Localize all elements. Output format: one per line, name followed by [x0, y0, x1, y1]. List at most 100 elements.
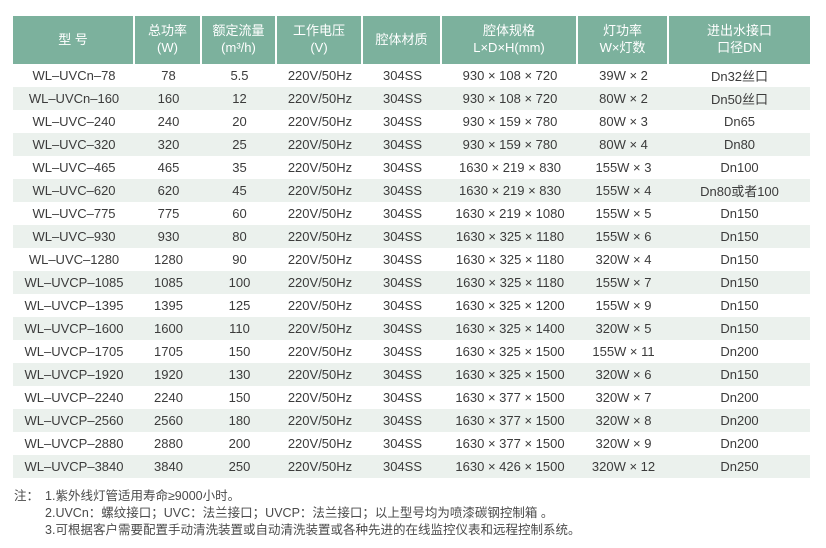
cell-material: 304SS [363, 294, 442, 317]
cell-lamp-power: 320W × 7 [578, 386, 669, 409]
cell-material: 304SS [363, 87, 442, 110]
cell-material: 304SS [363, 455, 442, 478]
cell-rated-flow: 35 [202, 156, 277, 179]
header-dn-size: 进出水接口 口径DN [669, 16, 810, 64]
cell-model: WL–UVCn–78 [13, 64, 135, 87]
header-dn-size-sub: 口径DN [717, 40, 762, 55]
cell-cavity-spec: 1630 × 219 × 830 [442, 179, 578, 202]
header-model-title: 型 号 [58, 31, 88, 47]
cell-total-power: 1395 [135, 294, 202, 317]
cell-lamp-power: 320W × 8 [578, 409, 669, 432]
cell-dn-size: Dn150 [669, 363, 810, 386]
cell-cavity-spec: 1630 × 377 × 1500 [442, 386, 578, 409]
table-row: WL–UVC–465 465 35 220V/50Hz 304SS 1630 × 219 … [13, 156, 810, 179]
cell-model: WL–UVCP–1920 [13, 363, 135, 386]
cell-material: 304SS [363, 317, 442, 340]
header-model: 型 号 [13, 16, 135, 64]
cell-rated-flow: 200 [202, 432, 277, 455]
cell-material: 304SS [363, 432, 442, 455]
cell-model: WL–UVCP–1395 [13, 294, 135, 317]
cell-cavity-spec: 1630 × 325 × 1500 [442, 363, 578, 386]
cell-lamp-power: 155W × 4 [578, 179, 669, 202]
cell-rated-flow: 250 [202, 455, 277, 478]
cell-total-power: 1920 [135, 363, 202, 386]
cell-material: 304SS [363, 202, 442, 225]
cell-voltage: 220V/50Hz [277, 87, 363, 110]
cell-lamp-power: 320W × 6 [578, 363, 669, 386]
cell-dn-size: Dn65 [669, 110, 810, 133]
cell-lamp-power: 320W × 5 [578, 317, 669, 340]
cell-lamp-power: 320W × 12 [578, 455, 669, 478]
cell-cavity-spec: 1630 × 325 × 1180 [442, 271, 578, 294]
header-lamp-power: 灯功率 W×灯数 [578, 16, 669, 64]
header-total-power-title: 总功率 [147, 23, 187, 39]
cell-dn-size: Dn200 [669, 340, 810, 363]
cell-model: WL–UVC–775 [13, 202, 135, 225]
table-row: WL–UVC–775 775 60 220V/50Hz 304SS 1630 × 219 … [13, 202, 810, 225]
cell-dn-size: Dn200 [669, 432, 810, 455]
cell-cavity-spec: 1630 × 325 × 1400 [442, 317, 578, 340]
cell-voltage: 220V/50Hz [277, 409, 363, 432]
cell-material: 304SS [363, 363, 442, 386]
cell-total-power: 2560 [135, 409, 202, 432]
cell-lamp-power: 155W × 11 [578, 340, 669, 363]
header-rated-flow-title: 额定流量 [212, 23, 265, 39]
notes-label: 注： [14, 489, 40, 503]
cell-model: WL–UVC–240 [13, 110, 135, 133]
cell-total-power: 775 [135, 202, 202, 225]
cell-dn-size: Dn150 [669, 294, 810, 317]
cell-dn-size: Dn50丝口 [669, 87, 810, 110]
table-row: WL–UVCP–2560 2560 180 220V/50Hz 304SS 1630 × … [13, 409, 810, 432]
cell-model: WL–UVCP–2240 [13, 386, 135, 409]
header-lamp-power-sub: W×灯数 [599, 40, 646, 55]
header-voltage: 工作电压 (V) [277, 16, 363, 64]
cell-cavity-spec: 1630 × 426 × 1500 [442, 455, 578, 478]
cell-material: 304SS [363, 248, 442, 271]
cell-lamp-power: 155W × 9 [578, 294, 669, 317]
cell-dn-size: Dn200 [669, 386, 810, 409]
table-row: WL–UVCP–3840 3840 250 220V/50Hz 304SS 1630 × … [13, 455, 810, 478]
table-row: WL–UVC–320 320 25 220V/50Hz 304SS 930 × 159 ×… [13, 133, 810, 156]
cell-voltage: 220V/50Hz [277, 202, 363, 225]
cell-cavity-spec: 930 × 108 × 720 [442, 87, 578, 110]
cell-dn-size: Dn250 [669, 455, 810, 478]
cell-total-power: 78 [135, 64, 202, 87]
table-row: WL–UVCP–2240 2240 150 220V/50Hz 304SS 1630 × … [13, 386, 810, 409]
cell-voltage: 220V/50Hz [277, 110, 363, 133]
header-voltage-title: 工作电压 [292, 23, 345, 39]
cell-voltage: 220V/50Hz [277, 317, 363, 340]
cell-cavity-spec: 1630 × 377 × 1500 [442, 432, 578, 455]
cell-dn-size: Dn80 [669, 133, 810, 156]
cell-model: WL–UVC–465 [13, 156, 135, 179]
cell-material: 304SS [363, 64, 442, 87]
cell-material: 304SS [363, 133, 442, 156]
cell-cavity-spec: 1630 × 325 × 1180 [442, 225, 578, 248]
cell-material: 304SS [363, 271, 442, 294]
cell-cavity-spec: 930 × 108 × 720 [442, 64, 578, 87]
note-line: 1.紫外线灯管适用寿命≥9000小时。 [45, 489, 241, 503]
header-total-power: 总功率 (W) [135, 16, 202, 64]
cell-voltage: 220V/50Hz [277, 225, 363, 248]
cell-total-power: 3840 [135, 455, 202, 478]
header-dn-size-title: 进出水接口 [706, 23, 772, 39]
notes-block: 注： 1.紫外线灯管适用寿命≥9000小时。 2.UVCn：螺纹接口；UVC：法兰… [14, 488, 580, 539]
cell-cavity-spec: 1630 × 325 × 1500 [442, 340, 578, 363]
cell-total-power: 1085 [135, 271, 202, 294]
note-line: 3.可根据客户需要配置手动清洗装置或自动清洗装置或各种先进的在线监控仪表和远程控… [45, 523, 581, 537]
cell-total-power: 930 [135, 225, 202, 248]
cell-rated-flow: 45 [202, 179, 277, 202]
cell-rated-flow: 12 [202, 87, 277, 110]
table-row: WL–UVCP–1085 1085 100 220V/50Hz 304SS 1630 × … [13, 271, 810, 294]
table-body: WL–UVCn–78 78 5.5 220V/50Hz 304SS 930 × 108 ×… [13, 64, 810, 478]
cell-cavity-spec: 1630 × 219 × 830 [442, 156, 578, 179]
header-rated-flow-sub: (m³/h) [221, 40, 256, 55]
cell-voltage: 220V/50Hz [277, 363, 363, 386]
cell-material: 304SS [363, 340, 442, 363]
cell-lamp-power: 39W × 2 [578, 64, 669, 87]
cell-rated-flow: 90 [202, 248, 277, 271]
cell-cavity-spec: 1630 × 219 × 1080 [442, 202, 578, 225]
header-cavity-spec-title: 腔体规格 [482, 23, 535, 39]
cell-rated-flow: 125 [202, 294, 277, 317]
note-lines: 1.紫外线灯管适用寿命≥9000小时。 2.UVCn：螺纹接口；UVC：法兰接口；… [45, 488, 580, 539]
